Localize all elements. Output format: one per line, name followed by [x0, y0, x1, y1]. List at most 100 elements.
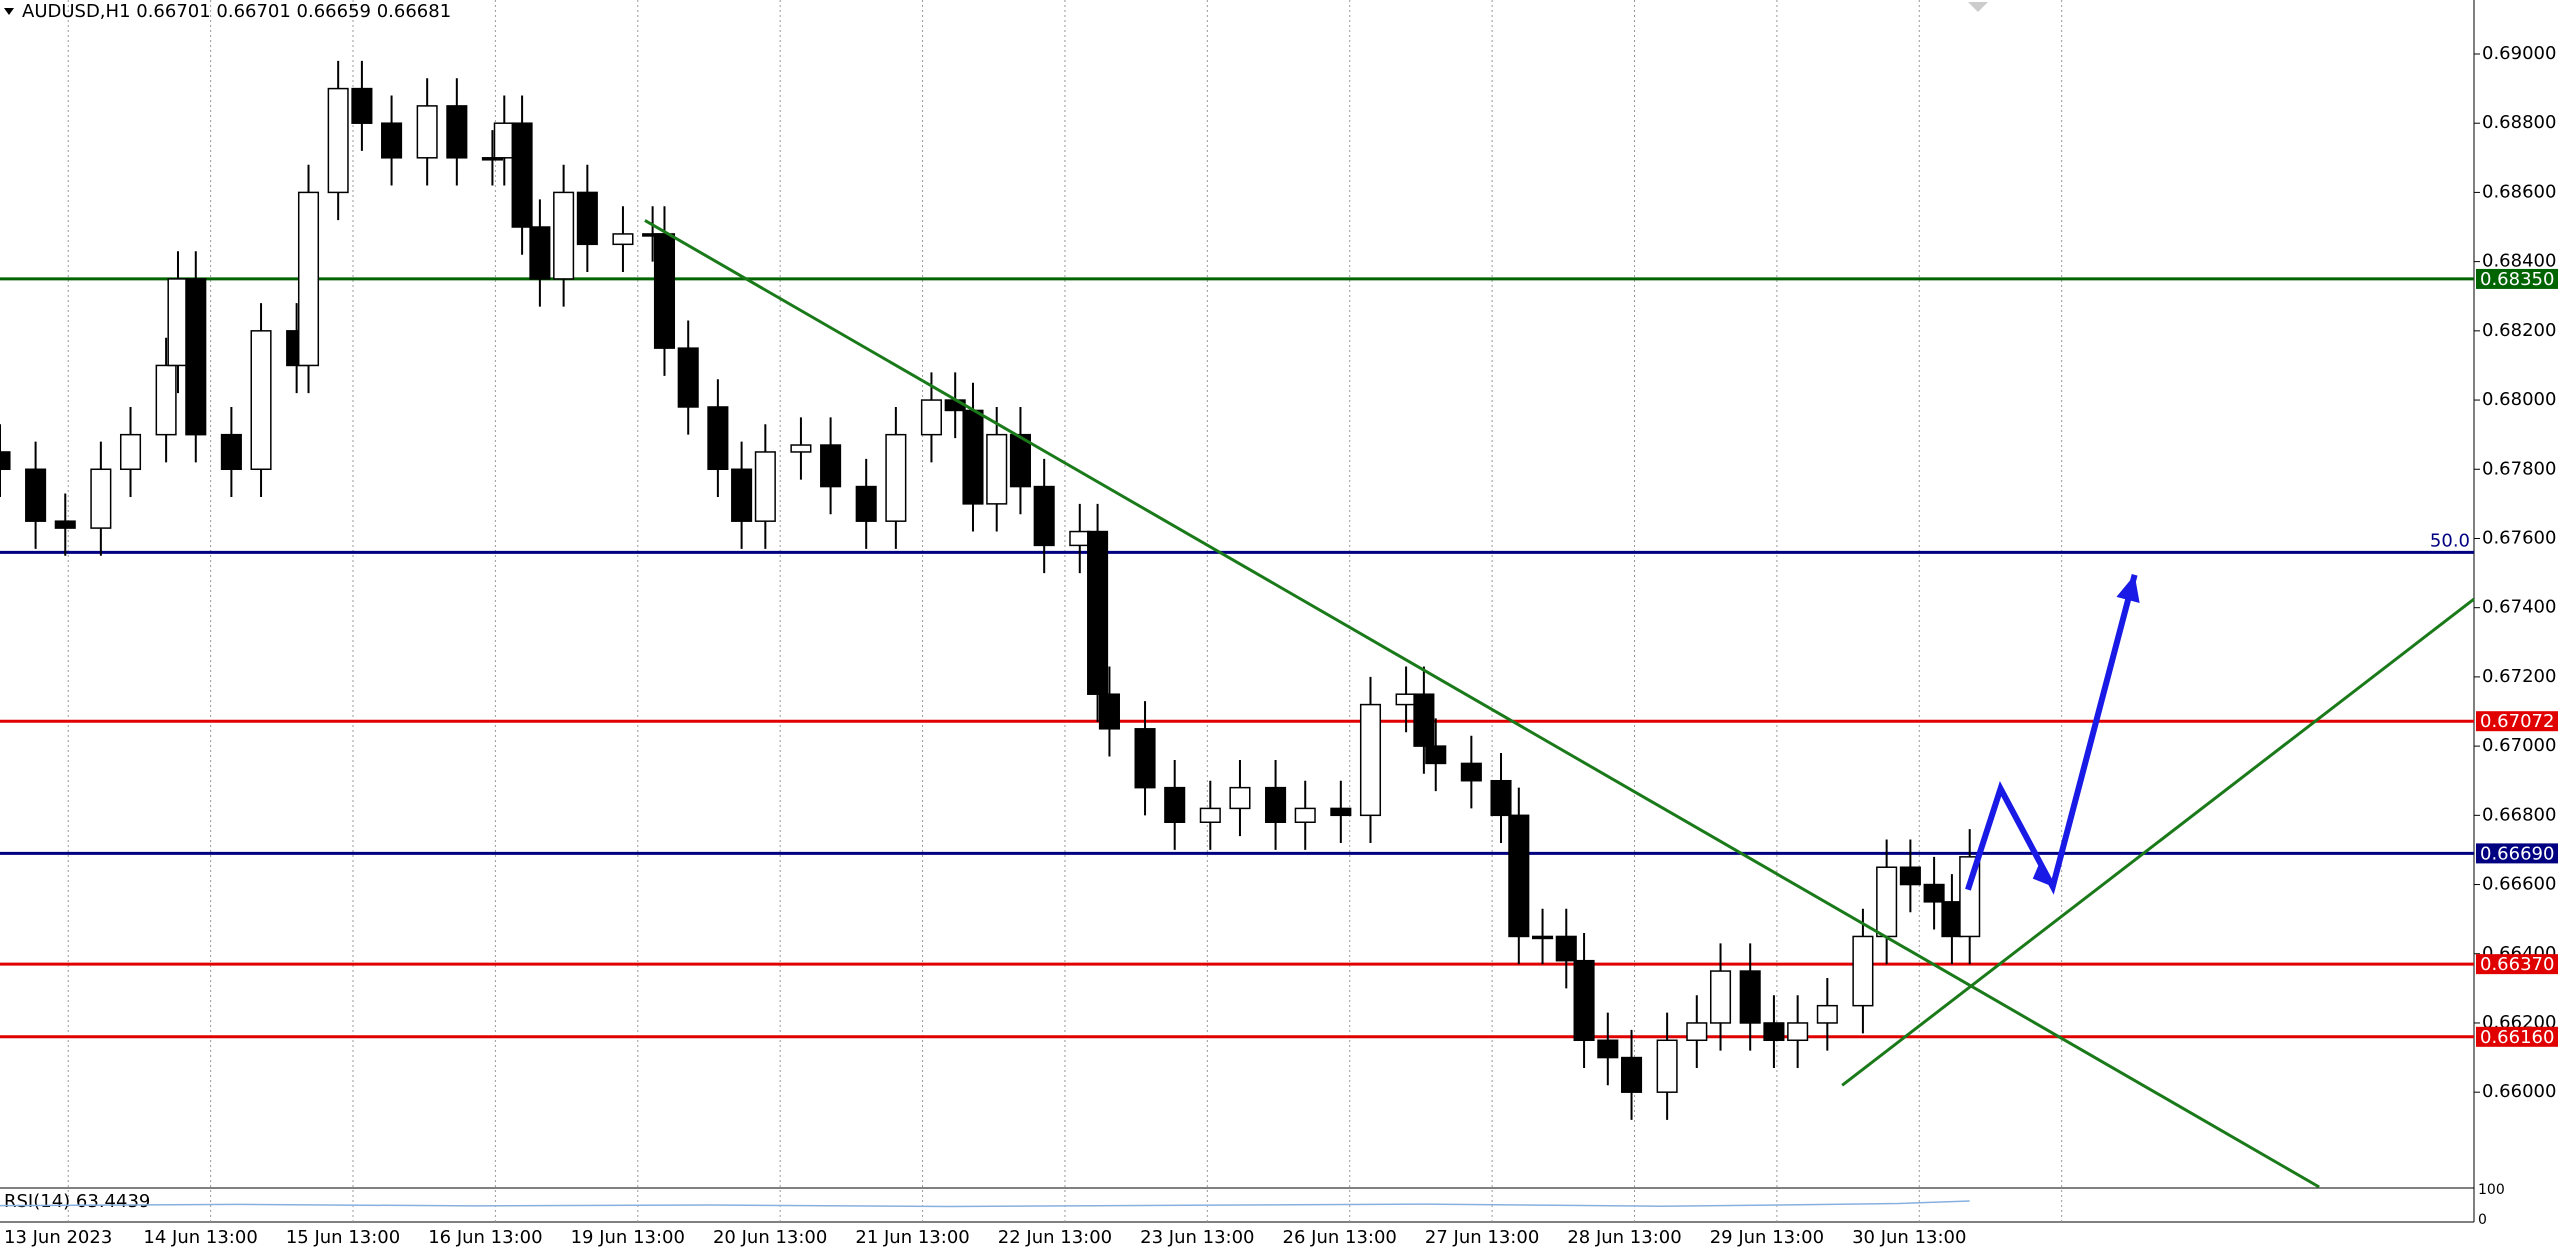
x-tick-label: 14 Jun 13:00: [143, 1227, 257, 1248]
x-tick-label: 20 Jun 13:00: [713, 1227, 827, 1248]
x-tick-label: 16 Jun 13:00: [428, 1227, 542, 1248]
candle-body: [185, 278, 207, 436]
y-tick-label: 0.68000: [2482, 389, 2556, 410]
level-label: 0.68350: [2480, 269, 2554, 290]
candle-body: [1413, 693, 1435, 747]
candle-body: [1787, 1022, 1809, 1042]
level-label: 0.66160: [2480, 1027, 2554, 1048]
candle-body: [0, 451, 11, 471]
candle-body: [653, 233, 676, 349]
candle-body: [1899, 866, 1921, 886]
candle-body: [986, 433, 1008, 505]
candle-body: [677, 347, 699, 408]
level-label: 0.67072: [2480, 711, 2554, 732]
candle-body: [612, 233, 634, 246]
candle-body: [1852, 935, 1874, 1007]
candle-body: [553, 191, 575, 280]
x-tick-label: 26 Jun 13:00: [1283, 1227, 1397, 1248]
candle-body: [529, 226, 551, 280]
candle-body: [1573, 959, 1595, 1042]
level-tag: [2476, 711, 2558, 732]
candle-body: [250, 330, 272, 471]
x-tick-label: 19 Jun 13:00: [571, 1227, 685, 1248]
candle-body: [576, 191, 598, 246]
level-tag: [2476, 843, 2558, 864]
y-tick-label: 0.68800: [2482, 112, 2556, 133]
candle-body: [1597, 1039, 1619, 1059]
forecast-arrow: [1965, 574, 2138, 895]
trendline: [1841, 597, 2475, 1087]
x-tick-label: 29 Jun 13:00: [1710, 1227, 1824, 1248]
x-tick-label: 21 Jun 13:00: [855, 1227, 969, 1248]
candle-body: [920, 399, 942, 436]
candle-body: [790, 444, 812, 453]
candle-body: [1923, 883, 1945, 903]
candle-body: [1686, 1022, 1708, 1042]
candle-body: [1229, 786, 1251, 810]
y-tick-label: 0.67600: [2482, 527, 2556, 548]
x-tick-label: 28 Jun 13:00: [1567, 1227, 1681, 1248]
x-tick-label: 13 Jun 2023: [4, 1227, 112, 1248]
candle-body: [1199, 807, 1221, 823]
x-tick-label: 15 Jun 13:00: [286, 1227, 400, 1248]
candle-body: [1164, 786, 1186, 823]
y-tick-label: 0.67800: [2482, 458, 2556, 479]
candle-body: [54, 520, 76, 529]
arrow-head: [2032, 864, 2053, 887]
y-tick-label: 0.66000: [2482, 1081, 2556, 1102]
y-tick-label: 0.67200: [2482, 666, 2556, 687]
level-tag: [2476, 1026, 2558, 1047]
candle-body: [754, 451, 776, 522]
candle-body: [25, 468, 47, 522]
candle-body: [1709, 970, 1732, 1024]
title-marker: [4, 8, 14, 15]
candle-body: [820, 444, 842, 488]
candle-body: [1069, 530, 1091, 547]
candle-body: [381, 122, 403, 159]
candle-body: [167, 278, 189, 367]
candle-body: [1876, 866, 1898, 938]
y-tick-label: 0.67000: [2482, 735, 2556, 756]
candle-body: [1265, 786, 1287, 823]
level-label: 50.0: [2430, 530, 2470, 551]
y-tick-label: 0.68600: [2482, 181, 2556, 202]
shift-marker: [1968, 2, 1988, 12]
candle-body: [731, 468, 753, 522]
candle-body: [1941, 901, 1963, 938]
candle-body: [351, 87, 373, 124]
candle-body: [1134, 728, 1156, 789]
candle-body: [416, 105, 438, 159]
candle-body: [1620, 1056, 1643, 1093]
candle-body: [220, 433, 242, 471]
arrow-head: [2116, 574, 2140, 604]
rsi-tick-label: 0: [2478, 1212, 2487, 1228]
candle-body: [1816, 1004, 1838, 1024]
y-tick-label: 0.66800: [2482, 804, 2556, 825]
candle-body: [1087, 530, 1109, 695]
candle-body: [1656, 1039, 1678, 1093]
rsi-line: [0, 1200, 1970, 1208]
candle-body: [1033, 485, 1055, 547]
trendline: [644, 219, 2320, 1189]
level-tag: [2476, 954, 2558, 975]
candle-body: [962, 409, 984, 505]
candle-body: [1490, 779, 1512, 817]
candle-body: [1098, 693, 1120, 730]
rsi-label: RSI(14) 63.4439: [4, 1191, 150, 1212]
candle-body: [1294, 807, 1316, 823]
x-tick-label: 30 Jun 13:00: [1852, 1227, 1966, 1248]
candle-body: [1460, 762, 1482, 782]
y-tick-label: 0.68200: [2482, 320, 2556, 341]
level-label: 0.66370: [2480, 954, 2554, 975]
candle-body: [1395, 693, 1417, 706]
x-tick-label: 22 Jun 13:00: [998, 1227, 1112, 1248]
y-tick-label: 0.68400: [2482, 251, 2556, 272]
rsi-tick-label: 100: [2478, 1182, 2505, 1198]
candle-body: [297, 191, 320, 367]
candle-body: [327, 87, 349, 194]
candle-body: [1508, 814, 1530, 938]
candle-body: [1555, 935, 1577, 962]
candle-body: [1425, 745, 1447, 765]
